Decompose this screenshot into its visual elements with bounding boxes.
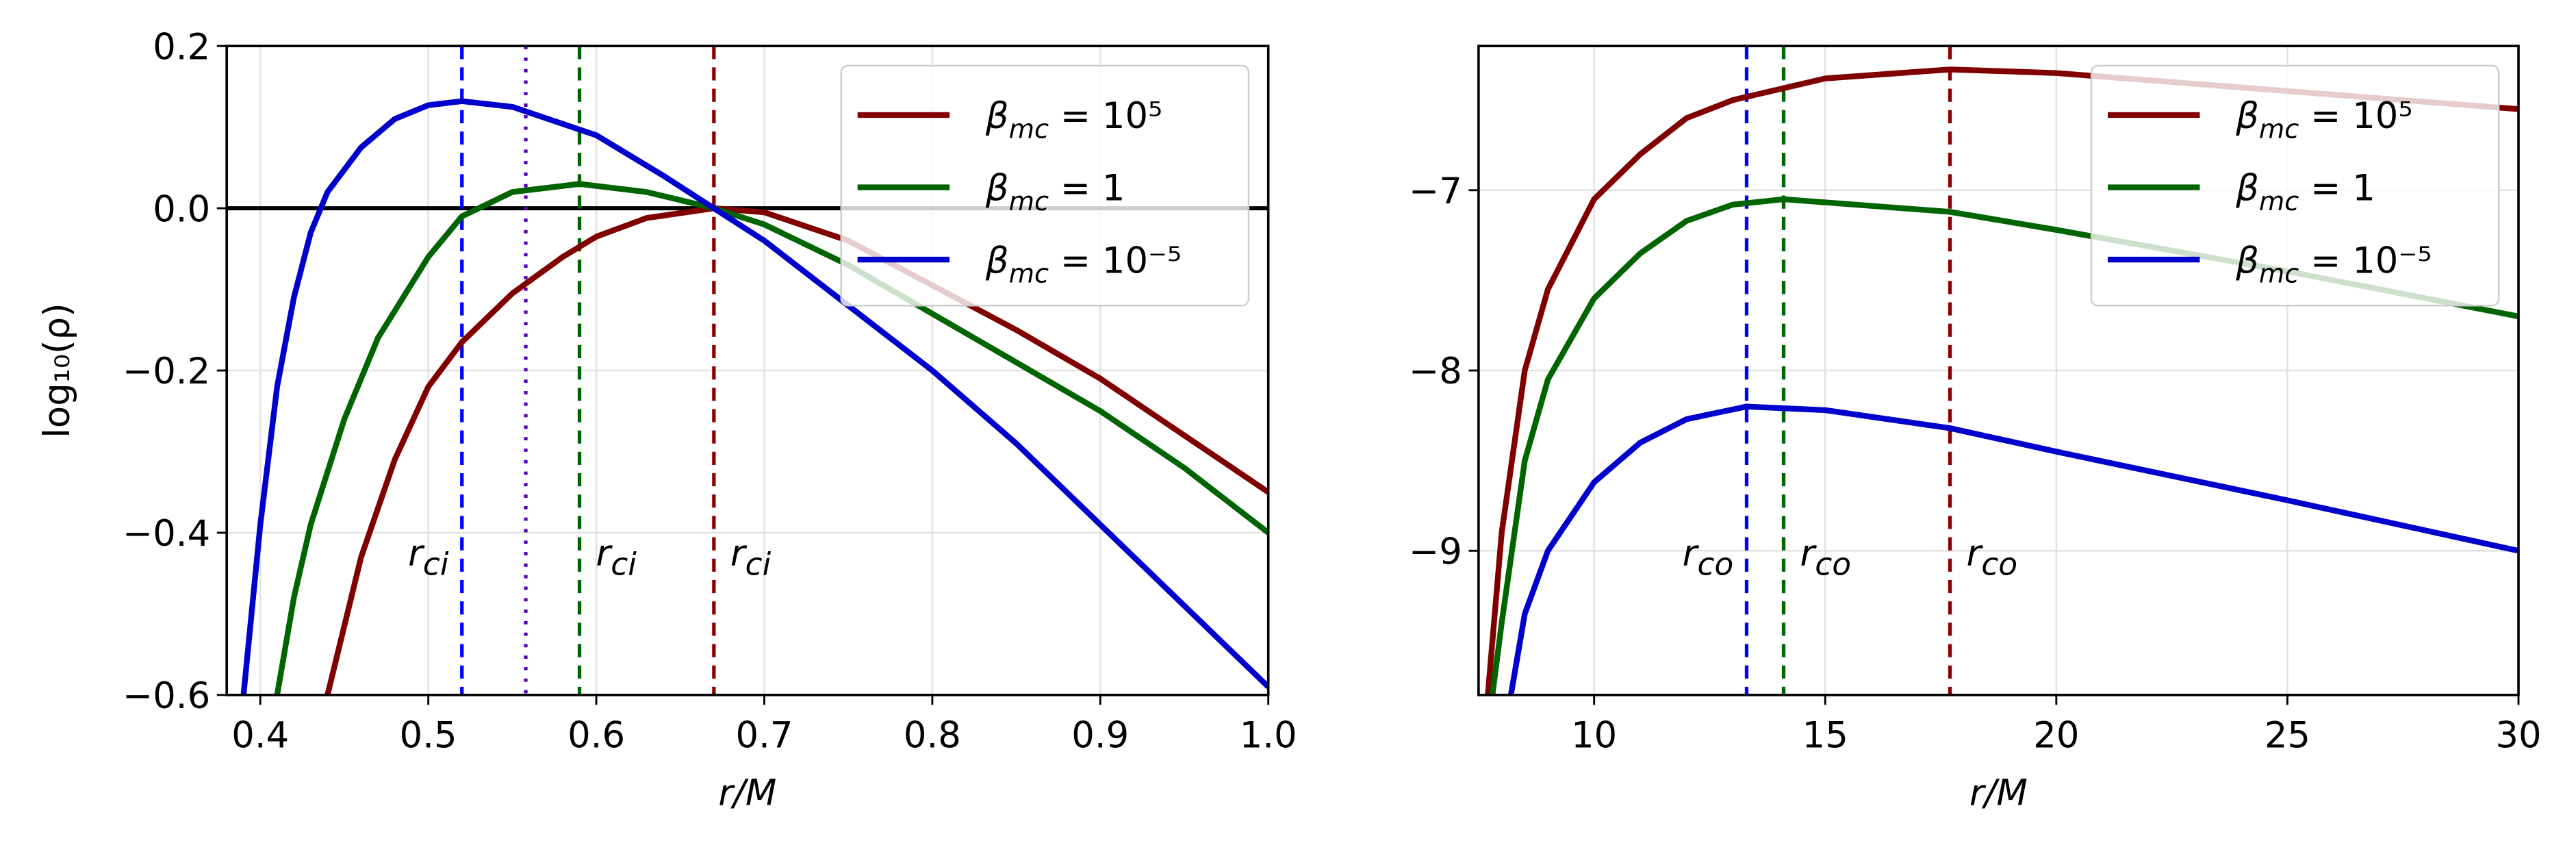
legend-label: βmc = 1 xyxy=(985,168,1125,217)
y-tick-label: −9 xyxy=(1409,531,1462,572)
x-tick-label: 0.6 xyxy=(568,715,625,757)
x-tick-label: 10 xyxy=(1571,715,1617,757)
line-series xyxy=(1489,196,2519,695)
x-tick-label: 25 xyxy=(2265,715,2310,757)
x-tick-label: 20 xyxy=(2033,715,2079,757)
legend-label: βmc = 1 xyxy=(2235,168,2375,217)
x-tick-label: 0.7 xyxy=(736,715,793,757)
legend-box xyxy=(2090,64,2500,307)
x-axis-label: r/M xyxy=(718,772,776,814)
y-tick-label: −0.4 xyxy=(123,513,210,555)
x-tick-label: 0.5 xyxy=(400,715,457,757)
legend-label: βmc = 10⁻⁵ xyxy=(985,240,1182,289)
y-axis-label: log₁₀(ρ) xyxy=(36,303,78,438)
line-series xyxy=(240,98,1268,695)
legend-label: βmc = 10⁵ xyxy=(985,95,1162,144)
x-tick-label: 0.8 xyxy=(904,715,961,757)
x-tick-label: 15 xyxy=(1802,715,1848,757)
line-label: rco xyxy=(1800,532,1851,582)
line-series xyxy=(274,181,1268,695)
line-label: rco xyxy=(1967,532,2018,582)
y-tick-label: 0.2 xyxy=(153,26,210,68)
y-tick-label: −7 xyxy=(1409,171,1462,212)
y-tick-label: −0.2 xyxy=(123,351,210,392)
line-label: rci xyxy=(596,532,637,582)
x-tick-label: 0.9 xyxy=(1071,715,1129,757)
x-tick-label: 0.4 xyxy=(231,715,289,757)
legend-box xyxy=(840,64,1250,307)
x-tick-label: 1.0 xyxy=(1240,715,1297,757)
line-series xyxy=(1507,403,2519,695)
legend-label: βmc = 10⁻⁵ xyxy=(2235,240,2432,289)
line-label: rci xyxy=(730,532,771,582)
y-tick-label: −8 xyxy=(1409,351,1462,392)
line-series xyxy=(1485,66,2519,695)
axes-frame xyxy=(1477,45,2520,696)
line-label: rco xyxy=(1683,532,1734,582)
x-tick-label: 30 xyxy=(2495,715,2541,757)
line-series xyxy=(324,205,1268,695)
line-label: rci xyxy=(408,532,449,582)
y-tick-label: 0.0 xyxy=(153,188,210,230)
y-tick-label: −0.6 xyxy=(123,675,210,717)
legend-label: βmc = 10⁵ xyxy=(2235,95,2412,144)
plot-area xyxy=(1478,46,2519,695)
x-axis-label: r/M xyxy=(1969,772,2028,814)
axes-frame xyxy=(225,45,1270,696)
